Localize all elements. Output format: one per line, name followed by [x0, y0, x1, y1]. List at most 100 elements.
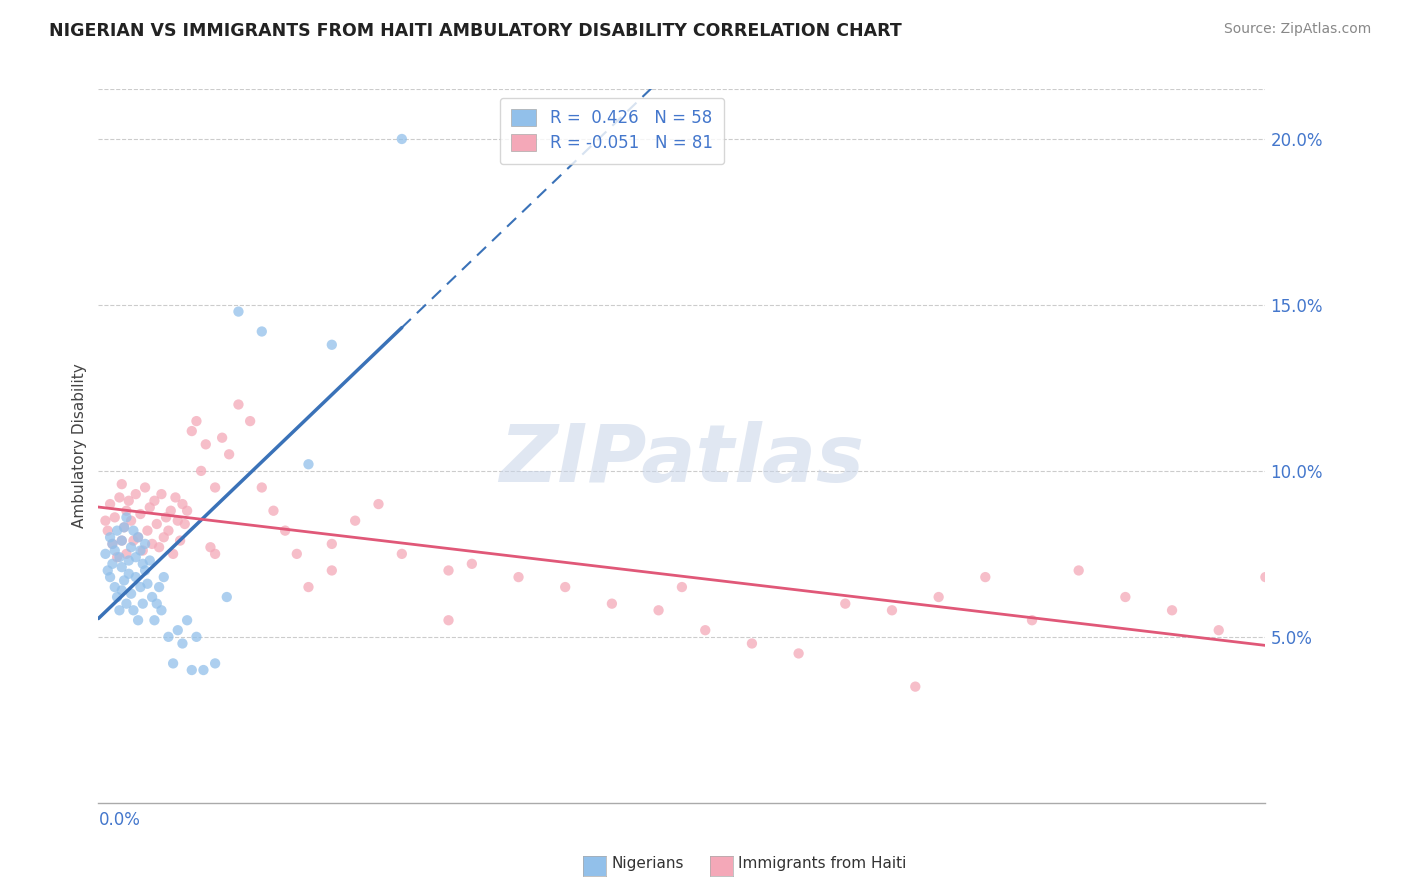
Point: [695, 624, 717, 638]
Point: [1161, 603, 1184, 617]
Point: [215, 590, 238, 604]
Point: [321, 564, 343, 578]
Point: [157, 524, 180, 538]
Point: [150, 603, 173, 617]
Point: [239, 414, 262, 428]
Point: [974, 570, 997, 584]
Point: [180, 424, 202, 438]
Point: [141, 537, 163, 551]
Point: [186, 630, 208, 644]
Point: [285, 547, 308, 561]
Point: [132, 543, 155, 558]
Point: [115, 510, 138, 524]
Point: [136, 576, 159, 591]
Point: [152, 570, 174, 584]
Point: [112, 574, 135, 588]
Point: [139, 553, 162, 567]
Point: [173, 516, 195, 531]
Point: [321, 537, 343, 551]
Text: Immigrants from Haiti: Immigrants from Haiti: [738, 856, 907, 871]
Point: [928, 590, 950, 604]
Point: [111, 560, 134, 574]
Point: [97, 564, 120, 578]
Point: [115, 547, 138, 561]
Point: [741, 636, 763, 650]
Point: [139, 500, 162, 515]
Point: [104, 510, 127, 524]
Point: [148, 540, 170, 554]
Point: [150, 487, 173, 501]
Point: [155, 510, 177, 524]
Point: [204, 481, 226, 495]
Point: [204, 547, 226, 561]
Point: [554, 580, 576, 594]
Point: [193, 663, 215, 677]
Point: [228, 304, 250, 318]
Point: [134, 537, 156, 551]
Point: [112, 520, 135, 534]
Point: [105, 524, 128, 538]
Point: [159, 504, 181, 518]
Point: [437, 613, 460, 627]
Point: [101, 537, 124, 551]
Point: [1021, 613, 1043, 627]
Point: [162, 547, 184, 561]
Point: [152, 530, 174, 544]
Point: [115, 504, 138, 518]
Point: [1114, 590, 1136, 604]
Point: [172, 636, 194, 650]
Point: [129, 580, 152, 594]
Point: [105, 590, 128, 604]
Point: [211, 431, 233, 445]
Y-axis label: Ambulatory Disability: Ambulatory Disability: [72, 364, 87, 528]
Point: [120, 514, 142, 528]
Point: [108, 550, 131, 565]
Point: [880, 603, 903, 617]
Point: [127, 530, 149, 544]
Point: [108, 491, 131, 505]
Point: [834, 597, 856, 611]
Point: [104, 580, 127, 594]
Point: [111, 533, 134, 548]
Point: [111, 477, 134, 491]
Point: [250, 481, 273, 495]
Text: ZIPatlas: ZIPatlas: [499, 421, 865, 500]
Point: [146, 597, 169, 611]
Point: [204, 657, 226, 671]
Point: [105, 550, 128, 565]
Point: [122, 533, 145, 548]
Point: [671, 580, 693, 594]
Point: [344, 514, 367, 528]
Point: [200, 540, 222, 554]
Point: [169, 533, 191, 548]
Point: [127, 530, 149, 544]
Point: [118, 493, 141, 508]
Point: [115, 597, 138, 611]
Legend: R =  0.426   N = 58, R = -0.051   N = 81: R = 0.426 N = 58, R = -0.051 N = 81: [499, 97, 724, 164]
Point: [132, 557, 155, 571]
Point: [176, 613, 198, 627]
Point: [98, 530, 121, 544]
Point: [104, 543, 127, 558]
Point: [101, 537, 124, 551]
Point: [367, 497, 389, 511]
Point: [143, 493, 166, 508]
Point: [162, 657, 184, 671]
Text: Nigerians: Nigerians: [612, 856, 685, 871]
Point: [297, 580, 319, 594]
Point: [321, 338, 343, 352]
Text: 0.0%: 0.0%: [98, 812, 141, 830]
Point: [125, 487, 148, 501]
Point: [250, 325, 273, 339]
Point: [118, 553, 141, 567]
Point: [297, 457, 319, 471]
Point: [94, 547, 117, 561]
Point: [120, 587, 142, 601]
Point: [101, 557, 124, 571]
Point: [134, 481, 156, 495]
Point: [111, 583, 134, 598]
Point: [122, 524, 145, 538]
Point: [98, 497, 121, 511]
Point: [136, 524, 159, 538]
Point: [391, 132, 413, 146]
